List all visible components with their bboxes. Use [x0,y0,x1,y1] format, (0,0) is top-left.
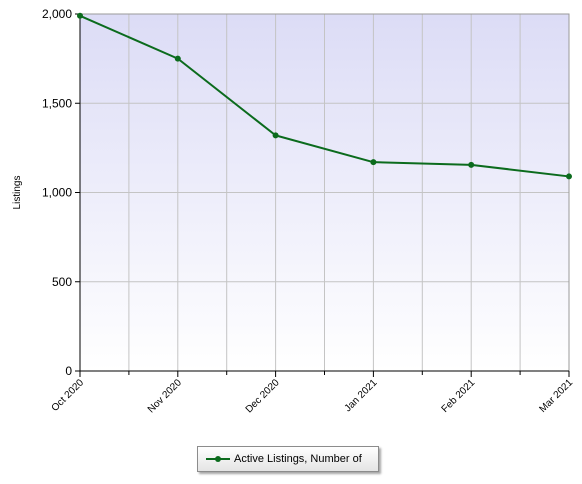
x-tick-label: Jan 2021 [343,377,380,414]
y-tick-label: 1,500 [42,96,72,110]
series-line [79,14,570,178]
x-tick-label: Dec 2020 [244,377,282,415]
x-tick-label: Mar 2021 [537,377,575,415]
legend-line-icon [206,453,230,465]
y-tick-label: 1,000 [42,186,72,200]
legend: Active Listings, Number of [197,446,379,472]
y-tick-label: 2,000 [42,7,72,21]
x-tick-label: Nov 2020 [146,377,184,415]
data-point [272,132,279,139]
data-point [370,159,377,166]
y-tick-label: 0 [65,364,72,378]
data-point [77,12,83,19]
x-tick-label: Oct 2020 [50,377,87,414]
data-point [174,55,181,62]
y-axis-title: Listings [12,176,23,210]
y-tick-label: 500 [52,275,72,289]
x-tick-label: Feb 2021 [440,377,478,415]
data-point [566,173,572,180]
data-point [468,161,475,168]
legend-label: Active Listings, Number of [234,453,362,465]
